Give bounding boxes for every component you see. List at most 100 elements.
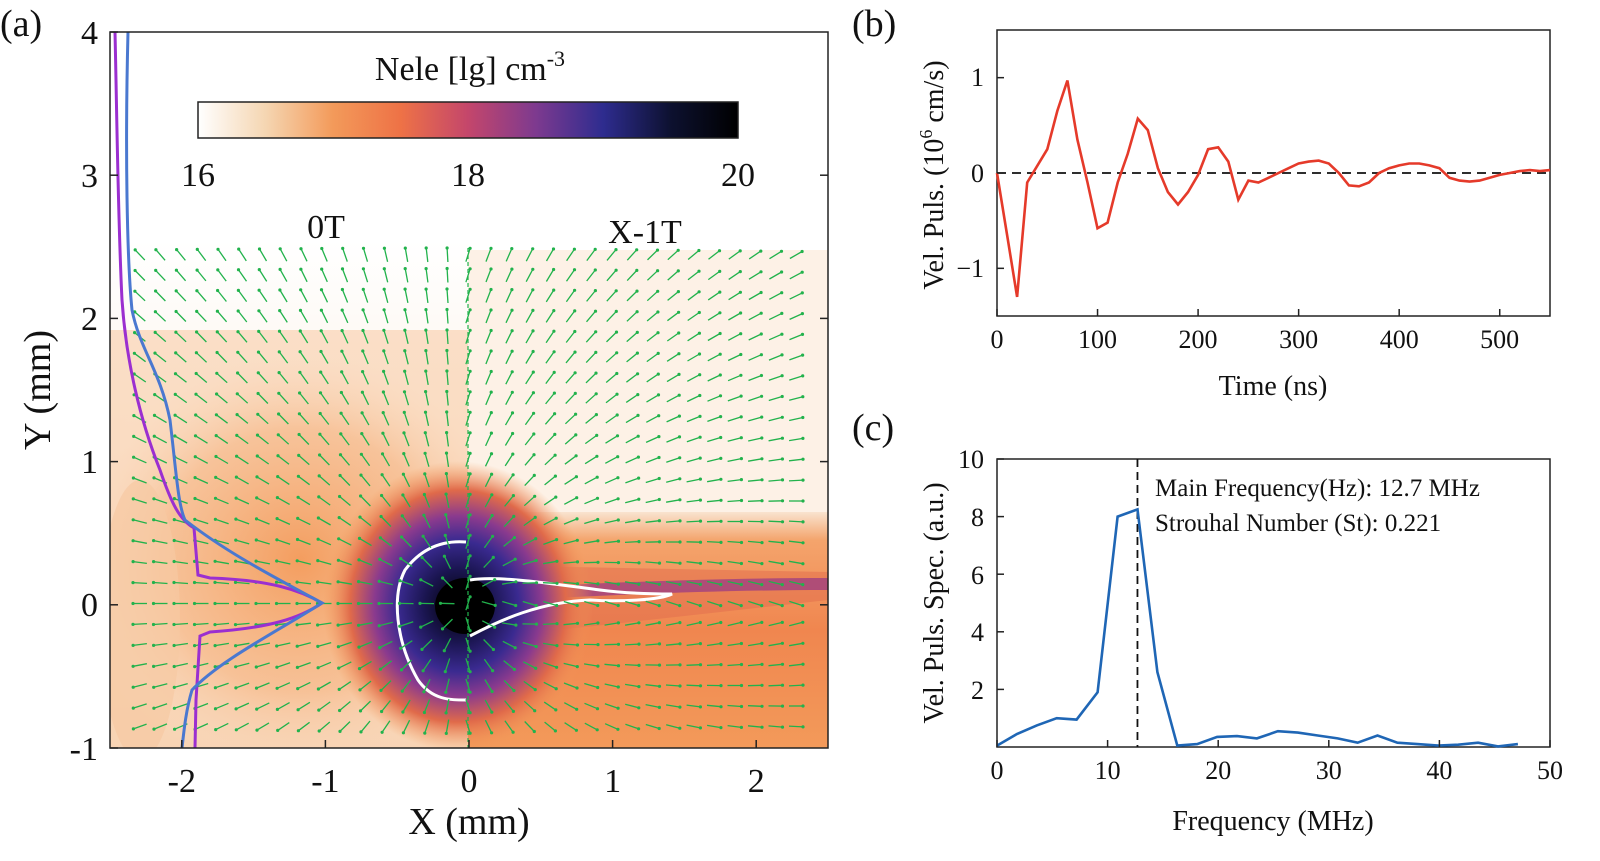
velocity-arrow <box>545 269 555 282</box>
velocity-arrow <box>768 663 783 667</box>
velocity-arrow <box>505 350 513 365</box>
velocity-arrow <box>319 433 330 446</box>
velocity-arrow-head <box>739 540 744 545</box>
panel-c-xtick-label: 20 <box>1205 756 1231 785</box>
velocity-arrow <box>686 457 701 463</box>
velocity-arrow <box>236 455 249 465</box>
velocity-arrow-head <box>616 727 620 731</box>
panel-c-spectrum-chart: 0 10 20 30 40 50 2 4 6 8 10 Main Frequen… <box>852 407 1563 837</box>
velocity-arrow-head <box>382 328 386 332</box>
velocity-arrow <box>258 269 268 282</box>
velocity-arrow-head <box>657 604 661 608</box>
velocity-arrow <box>359 516 372 527</box>
velocity-arrow-head <box>195 289 199 293</box>
velocity-arrow <box>666 457 680 463</box>
velocity-arrow-head <box>760 436 764 440</box>
velocity-arrow-head <box>532 473 536 477</box>
velocity-arrow-head <box>195 309 199 313</box>
velocity-arrow <box>195 352 208 363</box>
velocity-arrow-head <box>489 246 493 250</box>
velocity-arrow-head <box>152 560 156 564</box>
velocity-arrow <box>687 353 700 362</box>
velocity-arrow <box>403 412 410 426</box>
velocity-arrow <box>707 353 721 362</box>
velocity-arrow <box>665 561 681 564</box>
velocity-arrow-head <box>637 603 641 608</box>
velocity-arrow <box>768 600 783 607</box>
velocity-arrow <box>788 458 804 462</box>
velocity-arrow-head <box>759 290 763 295</box>
velocity-arrow-head <box>195 247 199 251</box>
velocity-arrow-head <box>152 518 156 522</box>
velocity-arrow <box>401 679 412 692</box>
velocity-arrow <box>279 248 288 262</box>
velocity-arrow-head <box>213 517 217 521</box>
velocity-arrow <box>362 268 369 283</box>
velocity-arrow-head <box>553 453 557 457</box>
velocity-arrow-head <box>419 625 423 629</box>
velocity-arrow <box>707 374 721 382</box>
velocity-arrow-head <box>131 622 135 627</box>
velocity-arrow-head <box>278 247 282 251</box>
velocity-arrow-head <box>531 288 535 292</box>
velocity-arrow <box>686 520 701 523</box>
velocity-arrow-head <box>575 517 579 521</box>
velocity-arrow-head <box>234 644 238 648</box>
velocity-arrow-head <box>489 411 493 415</box>
velocity-arrow-head <box>377 579 381 583</box>
velocity-arrow-head <box>192 601 197 606</box>
velocity-arrow <box>585 414 597 424</box>
velocity-arrow <box>298 721 310 732</box>
velocity-arrow <box>666 415 680 423</box>
velocity-arrow <box>236 414 249 424</box>
velocity-arrow-head <box>236 350 240 354</box>
velocity-arrow <box>383 350 389 365</box>
velocity-arrow-head <box>489 308 493 312</box>
velocity-arrow-head <box>637 685 641 689</box>
velocity-arrow <box>646 394 659 403</box>
velocity-arrow <box>789 375 803 381</box>
velocity-arrow <box>133 723 147 730</box>
velocity-arrow-head <box>423 451 427 455</box>
velocity-arrow-head <box>340 370 344 374</box>
panel-c-ylabel: Vel. Puls. Spec. (a.u.) <box>919 482 950 723</box>
velocity-arrow <box>686 580 701 586</box>
panel-b-label: (b) <box>852 3 896 45</box>
velocity-arrow-head <box>719 477 723 481</box>
velocity-arrow-head <box>193 644 197 648</box>
velocity-arrow <box>174 662 188 668</box>
velocity-arrow <box>545 330 555 344</box>
velocity-arrow <box>505 248 513 262</box>
velocity-arrow-head <box>615 434 620 438</box>
velocity-arrow <box>194 539 209 545</box>
velocity-arrow <box>768 416 783 422</box>
velocity-arrow <box>237 290 248 302</box>
velocity-arrow-head <box>657 621 662 625</box>
velocity-arrow-head <box>215 371 219 375</box>
velocity-arrow-head <box>614 309 618 313</box>
velocity-arrow <box>133 519 147 524</box>
velocity-arrow-head <box>698 604 702 608</box>
velocity-arrow <box>604 540 619 544</box>
velocity-arrow-head <box>595 728 599 732</box>
velocity-arrow <box>523 661 536 669</box>
velocity-arrow-head <box>233 601 238 606</box>
density-field <box>110 32 828 748</box>
velocity-arrow-head <box>361 246 366 250</box>
velocity-arrow <box>134 290 146 302</box>
velocity-arrow <box>383 248 389 262</box>
velocity-arrow <box>133 477 147 484</box>
velocity-arrow <box>665 704 681 708</box>
velocity-arrow-head <box>257 329 261 333</box>
velocity-arrow <box>276 682 291 689</box>
panel-b-ytick-label: −1 <box>956 254 984 283</box>
velocity-arrow <box>727 663 742 667</box>
velocity-arrow-head <box>511 473 515 477</box>
panel-c-annotation-strouhal: Strouhal Number (St): 0.221 <box>1155 510 1441 537</box>
velocity-arrow <box>584 702 598 710</box>
velocity-arrow <box>625 477 639 484</box>
velocity-arrow-head <box>358 709 363 713</box>
velocity-arrow-head <box>275 538 279 542</box>
velocity-arrow <box>605 393 618 404</box>
